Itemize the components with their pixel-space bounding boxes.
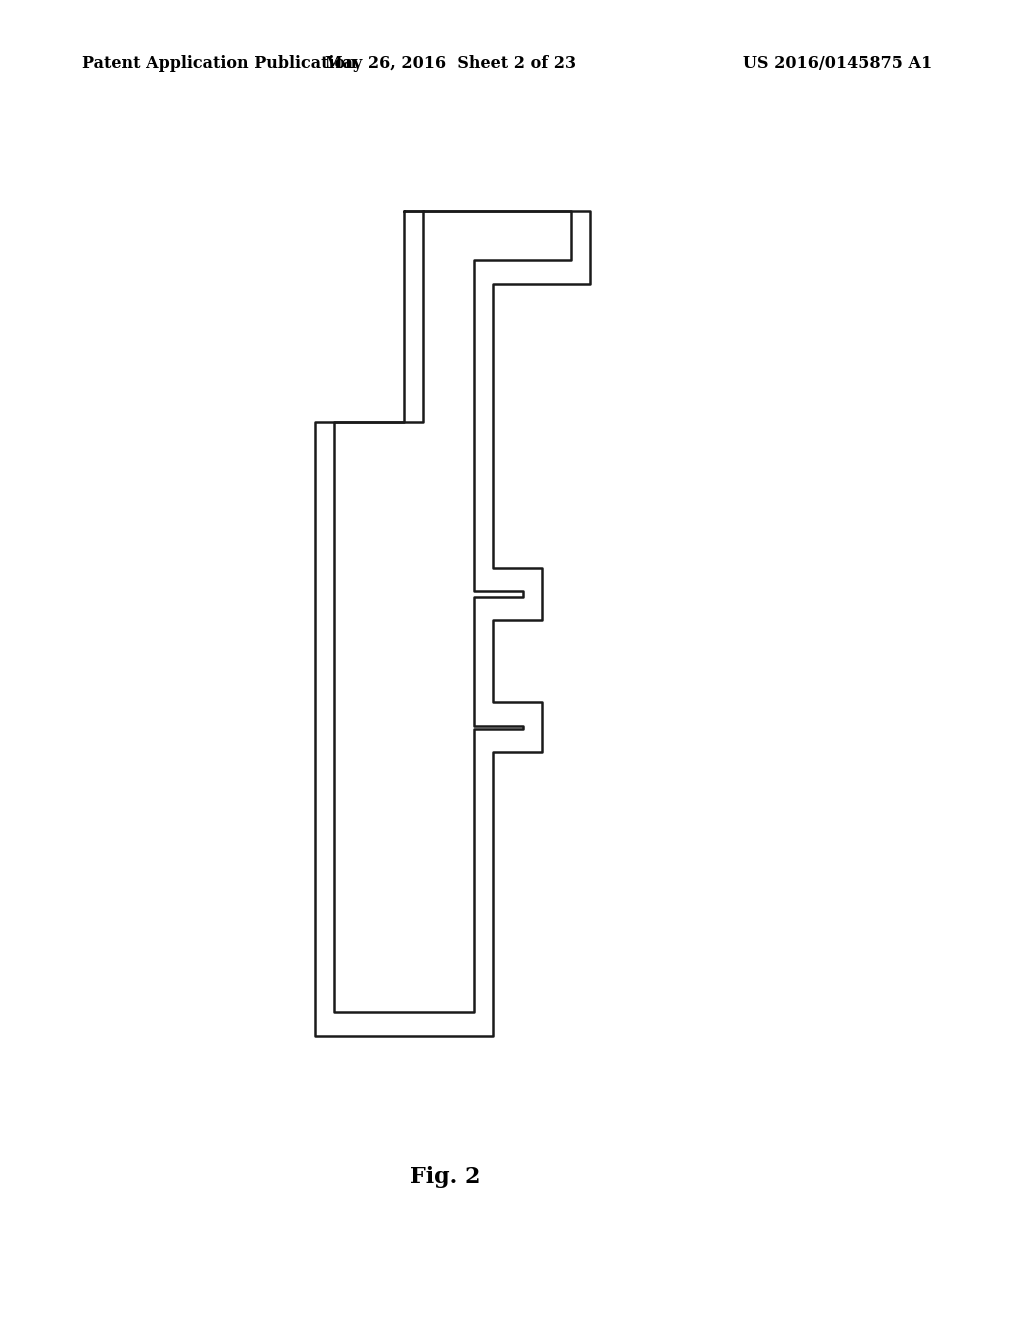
Text: Patent Application Publication: Patent Application Publication: [82, 55, 356, 73]
Text: US 2016/0145875 A1: US 2016/0145875 A1: [742, 55, 932, 73]
Text: Fig. 2: Fig. 2: [411, 1167, 480, 1188]
Text: May 26, 2016  Sheet 2 of 23: May 26, 2016 Sheet 2 of 23: [325, 55, 577, 73]
